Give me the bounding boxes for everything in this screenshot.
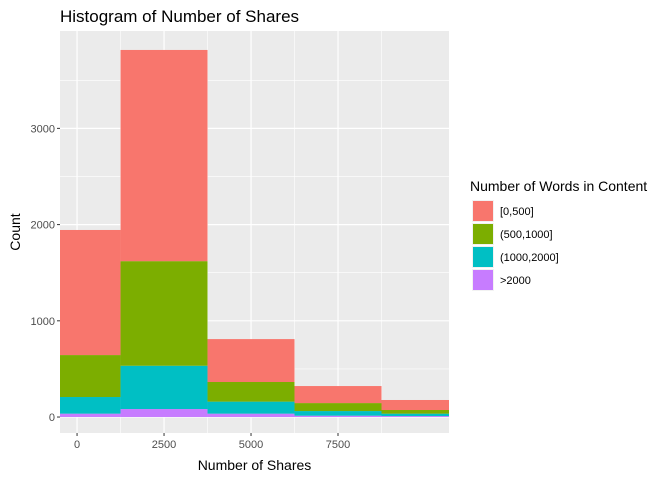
bar-segment: [60, 413, 121, 418]
bar-segment: [120, 365, 208, 410]
legend-label: >2000: [500, 275, 531, 287]
bar-segment: [60, 397, 121, 414]
y-tick-label: 3000: [31, 123, 55, 135]
x-tick-label: 5000: [239, 439, 263, 451]
bar-segment: [294, 415, 382, 418]
y-tick-label: 2000: [31, 220, 55, 232]
x-axis-label: Number of Shares: [198, 457, 312, 473]
bar-segment: [207, 382, 295, 402]
x-tick-label: 0: [74, 439, 80, 451]
bar-segment: [60, 229, 121, 356]
y-axis-label: Count: [7, 213, 23, 250]
bar-segment: [381, 413, 449, 417]
bar-segment: [381, 416, 449, 418]
legend-key: [473, 270, 493, 290]
bar-segment: [381, 410, 449, 414]
legend-key: [473, 247, 493, 267]
y-tick-label: 1000: [31, 316, 55, 328]
bar-segment: [120, 261, 208, 366]
x-tick-label: 7500: [326, 439, 350, 451]
legend-label: (500,1000]: [500, 229, 553, 241]
bar-segment: [207, 339, 295, 383]
bar-segment: [294, 386, 382, 404]
bar-segment: [207, 413, 295, 418]
bar-segment: [207, 401, 295, 414]
chart-title: Histogram of Number of Shares: [60, 7, 299, 26]
legend-label: (1000,2000]: [500, 252, 559, 264]
legend-key: [473, 201, 493, 221]
legend-key: [473, 224, 493, 244]
bar-segment: [294, 403, 382, 412]
legend-label: [0,500]: [500, 206, 534, 218]
y-tick-label: 0: [49, 412, 55, 424]
legend-title: Number of Words in Content: [470, 178, 647, 194]
bar-segment: [120, 409, 208, 418]
bar-segment: [120, 49, 208, 262]
bar-segment: [381, 399, 449, 411]
bar-segment: [294, 411, 382, 416]
bar-segment: [60, 355, 121, 398]
x-tick-label: 2500: [152, 439, 176, 451]
